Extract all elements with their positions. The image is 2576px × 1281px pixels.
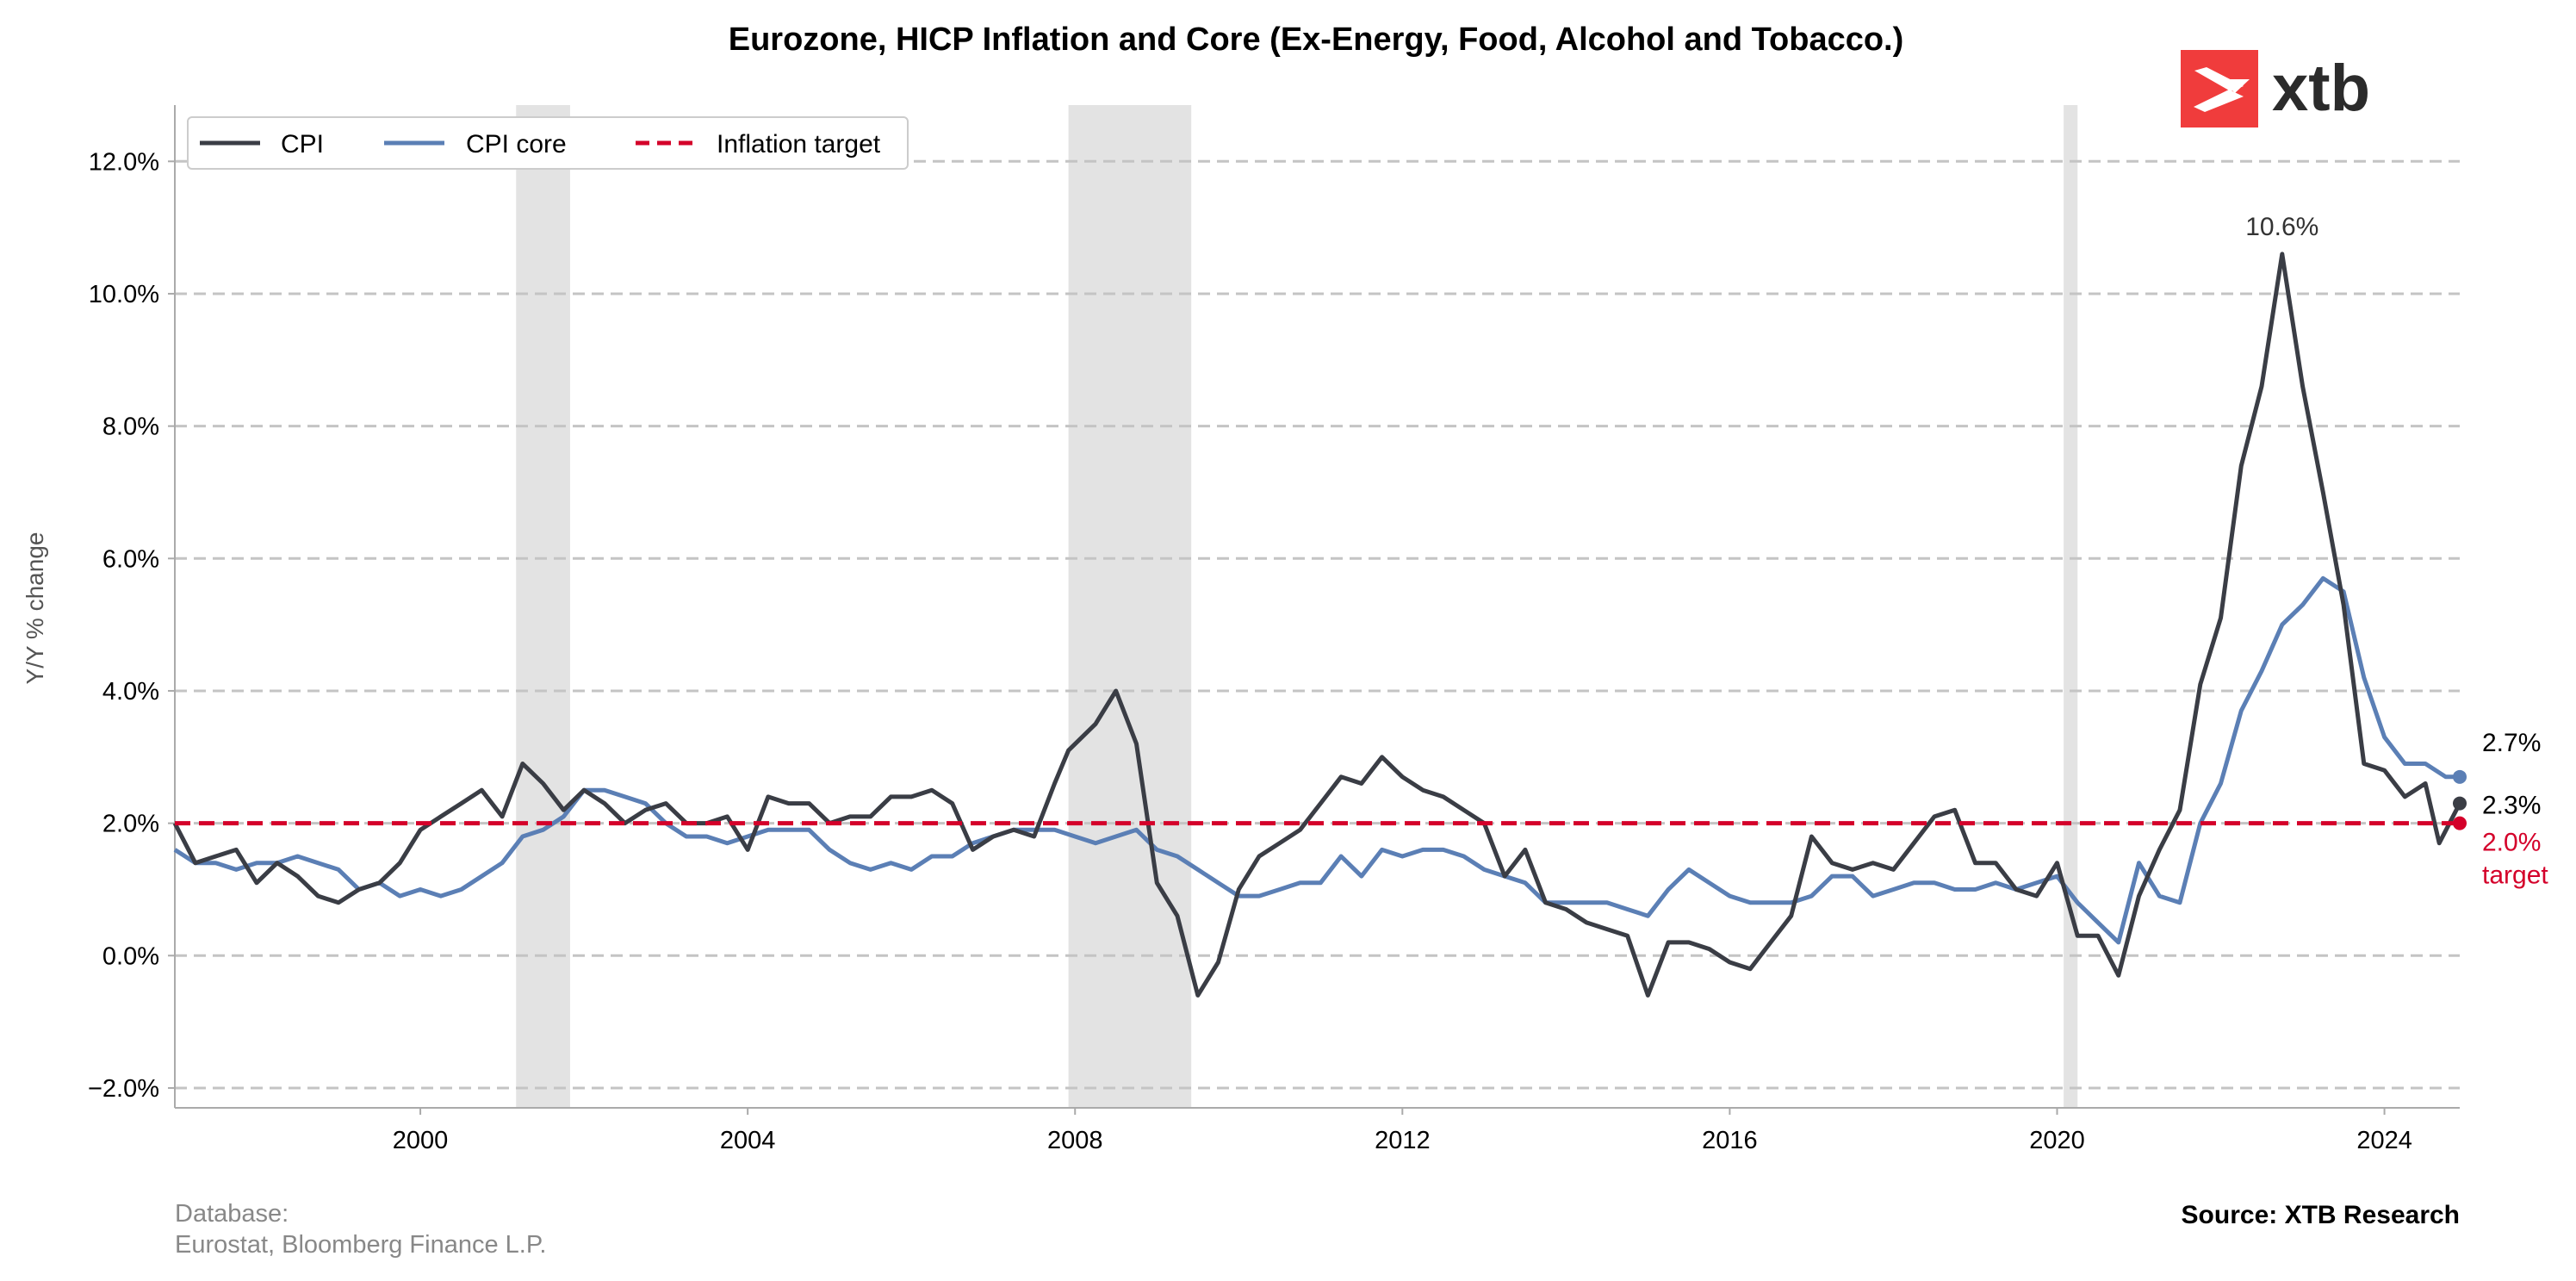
- x-tick-label: 2004: [720, 1127, 776, 1154]
- end-label-cpi: 2.3%: [2482, 792, 2541, 820]
- series-line-cpi-core: [173, 575, 2460, 945]
- x-tick-labels: 2000 2004 2008 2012 2016 2020 2024: [393, 1108, 2412, 1154]
- y-tick-label: −2.0%: [88, 1075, 159, 1103]
- legend-label-cpi: CPI: [281, 130, 324, 159]
- x-tick-label: 2020: [2029, 1127, 2085, 1154]
- x-tick-label: 2016: [1702, 1127, 1758, 1154]
- end-marker-inflation-target: [2453, 816, 2467, 830]
- y-tick-label: 0.0%: [102, 942, 159, 970]
- xtb-logo-text: xtb: [2272, 52, 2370, 125]
- legend-label-inflation-target: Inflation target: [717, 130, 881, 159]
- y-tick-label: 4.0%: [102, 678, 159, 706]
- y-tick-label: 12.0%: [89, 148, 159, 176]
- x-tick-label: 2024: [2356, 1127, 2412, 1154]
- axes: [174, 105, 2460, 1109]
- y-tick-label: 2.0%: [102, 811, 159, 838]
- footer-source: Source: XTB Research: [2182, 1201, 2460, 1229]
- x-tick-label: 2000: [393, 1127, 449, 1154]
- data-labels: 2.7% 2.3% 2.0% target 10.6%: [2245, 213, 2548, 890]
- series: [172, 252, 2462, 998]
- legend: CPI CPI core Inflation target: [187, 116, 909, 170]
- x-tick-label: 2008: [1047, 1127, 1103, 1154]
- footer-database-label: Database:: [175, 1200, 289, 1228]
- shaded-period-1: [1068, 105, 1192, 1108]
- x-tick-label: 2012: [1375, 1127, 1431, 1154]
- shaded-period-0: [516, 105, 570, 1108]
- end-label-inflation-target: 2.0%: [2482, 829, 2541, 857]
- footer-database-sources: Eurostat, Bloomberg Finance L.P.: [175, 1231, 547, 1259]
- peak-label: 10.6%: [2245, 213, 2318, 241]
- y-tick-label: 10.0%: [89, 281, 159, 308]
- end-label-inflation-target-caption: target: [2482, 861, 2548, 890]
- end-marker-cpi: [2453, 796, 2467, 811]
- legend-box: [187, 116, 909, 170]
- end-label-cpi-core: 2.7%: [2482, 729, 2541, 757]
- y-tick-label: 8.0%: [102, 414, 159, 441]
- xtb-logo: xtb: [2181, 50, 2370, 127]
- series-line-cpi: [172, 252, 2462, 998]
- shaded-period-2: [2064, 105, 2078, 1108]
- legend-label-cpi-core: CPI core: [466, 130, 567, 159]
- y-axis-label: Y/Y % change: [22, 532, 48, 685]
- chart-title: Eurozone, HICP Inflation and Core (Ex-En…: [729, 22, 1904, 58]
- shaded-periods: [516, 105, 2078, 1108]
- y-tick-label: 6.0%: [102, 545, 159, 573]
- y-tick-labels: −2.0% 0.0% 2.0% 4.0% 6.0% 8.0% 10.0% 12.0%: [88, 148, 175, 1103]
- end-marker-cpi-core: [2453, 769, 2467, 784]
- xtb-x-icon: [2194, 67, 2250, 112]
- xtb-logo-box: [2181, 50, 2258, 127]
